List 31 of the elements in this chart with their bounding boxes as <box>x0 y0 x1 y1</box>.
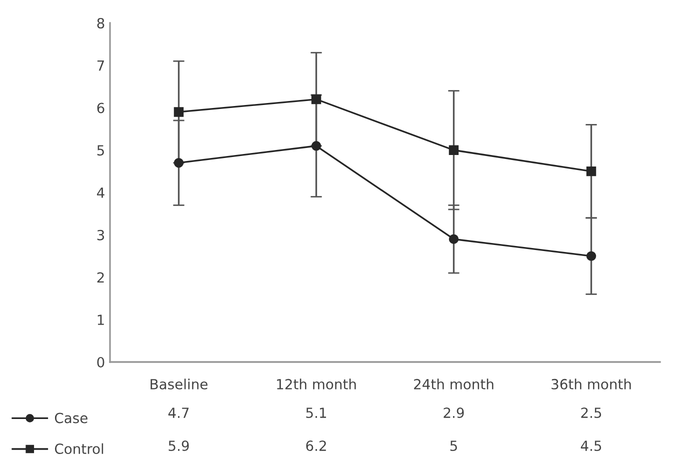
y-tick-label: 7 <box>97 60 104 71</box>
point <box>174 107 184 117</box>
data-label: 5.9 <box>168 440 189 452</box>
point <box>448 145 459 155</box>
y-tick-label: 3 <box>97 230 104 240</box>
y-tick-label: 2 <box>97 272 104 283</box>
data-label: 4.5 <box>580 440 602 452</box>
y-tick-label: 4 <box>96 188 104 198</box>
point <box>174 158 184 168</box>
data-label: 4.7 <box>168 408 189 418</box>
legend-label: Control <box>54 443 104 454</box>
data-label: 2.9 <box>444 408 464 418</box>
point <box>586 166 596 176</box>
y-tick-label: 8 <box>97 18 104 28</box>
data-label: 6.2 <box>306 440 326 452</box>
y-tick-label: 5 <box>97 145 104 156</box>
point <box>448 234 459 244</box>
y-tick-label: 6 <box>97 102 104 114</box>
data-label: 5.1 <box>306 408 326 418</box>
point <box>311 141 322 151</box>
data-label: 5 <box>450 440 457 452</box>
legend-label: Case <box>54 412 88 424</box>
x-tick-label: 24th month <box>414 378 494 390</box>
data-label: 2.5 <box>581 408 602 418</box>
x-tick-label: Baseline <box>150 378 208 390</box>
point <box>311 94 322 104</box>
point <box>586 251 596 261</box>
x-tick-label: 12th month <box>277 378 356 390</box>
x-tick-label: 36th month <box>552 378 631 390</box>
y-tick-label: 0 <box>97 356 104 368</box>
y-tick-label: 1 <box>98 314 104 325</box>
